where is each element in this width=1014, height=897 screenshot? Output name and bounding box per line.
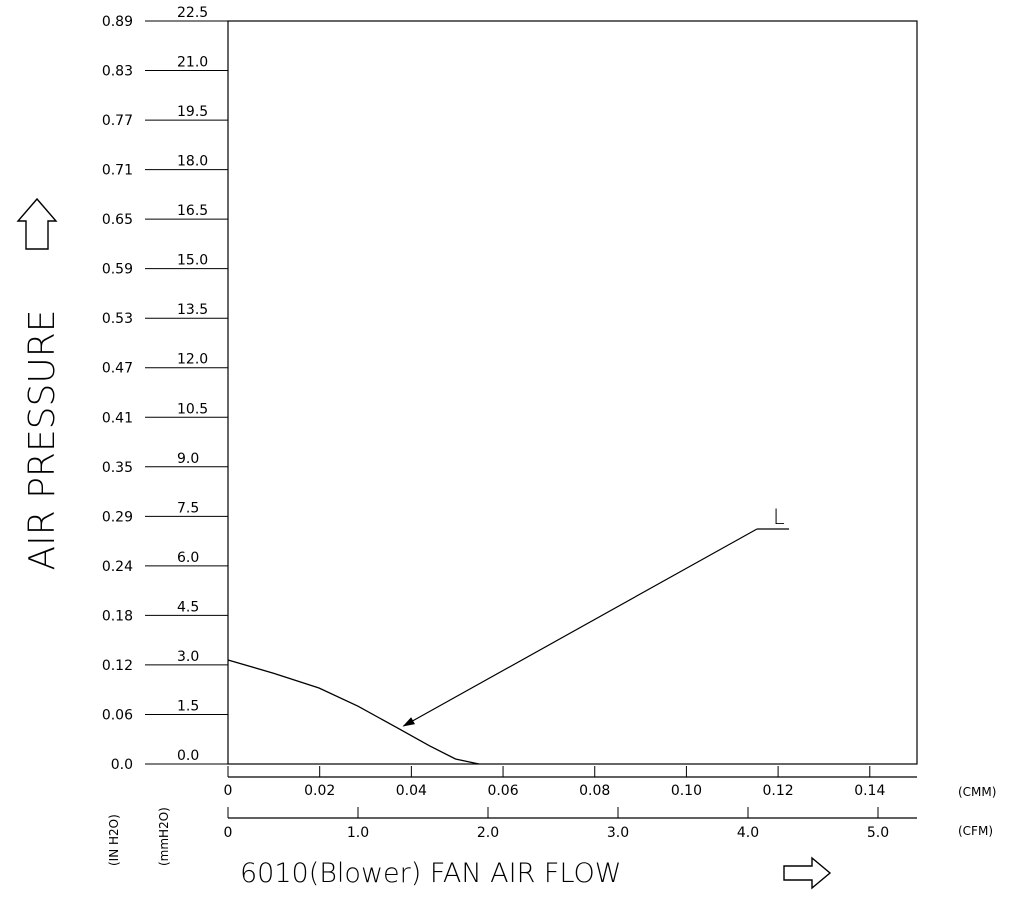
annotation-label: L xyxy=(773,505,785,529)
plot-frame xyxy=(227,20,918,765)
y-tick-label-mmh2o: 22.5 xyxy=(177,5,208,21)
y-tick-label-mmh2o: 13.5 xyxy=(177,302,208,318)
y-tick-label-mmh2o: 6.0 xyxy=(177,550,199,566)
y-tick-label-mmh2o: 0.0 xyxy=(177,748,199,764)
y-tick-label-mmh2o: 1.5 xyxy=(177,698,199,714)
y-tick-label-mmh2o: 19.5 xyxy=(177,104,208,120)
x-cmm-tick-label: 0.12 xyxy=(763,783,794,799)
annotation-leader-line xyxy=(402,528,758,727)
x-cfm-tick-label: 3.0 xyxy=(607,825,629,841)
x-axis-cfm: 0 1.0 2.0 3.0 4.0 5.0 xyxy=(224,807,917,841)
y-tick-label-inh2o: 0.18 xyxy=(102,608,133,624)
y-unit-inh2o: (IN H2O) xyxy=(107,814,121,866)
series-curve-L xyxy=(227,659,480,765)
arrow-right-icon xyxy=(783,856,832,890)
y-tick-label-inh2o: 0.53 xyxy=(102,311,133,327)
x-axis-cmm: 0 0.02 0.04 0.06 0.08 0.10 0.12 0.14 xyxy=(224,766,917,799)
arrow-up-icon xyxy=(16,197,58,250)
y-tick-label-inh2o: 0.24 xyxy=(102,559,133,575)
y-tick-label-mmh2o: 10.5 xyxy=(177,401,208,417)
y-tick-label-inh2o: 0.89 xyxy=(102,14,133,30)
y-tick-label-inh2o: 0.35 xyxy=(102,460,133,476)
x-cmm-tick-label: 0.02 xyxy=(304,783,335,799)
x-cmm-tick-label: 0.10 xyxy=(671,783,702,799)
y-axis-inh2o: 0.0 0.06 0.12 0.18 0.24 0.29 0.35 0.41 0.47 0.53 0… xyxy=(102,14,133,773)
y-tick-label-mmh2o: 12.0 xyxy=(177,352,208,368)
x-cmm-tick-label: 0.08 xyxy=(579,783,610,799)
y-tick-label-inh2o: 0.83 xyxy=(102,64,133,80)
y-tick-label-mmh2o: 9.0 xyxy=(177,451,199,467)
x-cmm-tick-label: 0.04 xyxy=(396,783,427,799)
y-tick-label-inh2o: 0.47 xyxy=(102,361,133,377)
y-tick-label-mmh2o: 4.5 xyxy=(177,599,199,615)
x-cfm-tick-label: 5.0 xyxy=(867,825,889,841)
y-tick-label-inh2o: 0.65 xyxy=(102,212,133,228)
y-tick-label-inh2o: 0.77 xyxy=(102,113,133,129)
x-cmm-tick-label: 0 xyxy=(224,783,233,799)
y-tick-label-mmh2o: 7.5 xyxy=(177,500,199,516)
x-unit-cmm: (CMM) xyxy=(958,785,996,799)
x-unit-cfm: (CFM) xyxy=(958,824,993,838)
y-tick-label-inh2o: 0.12 xyxy=(102,658,133,674)
y-tick-label-inh2o: 0.59 xyxy=(102,262,133,278)
y-axis-title: AIR PRESSURE xyxy=(22,310,63,571)
x-cmm-tick-label: 0.14 xyxy=(854,783,885,799)
y-tick-label-inh2o: 0.0 xyxy=(111,757,133,773)
x-cfm-tick-label: 0 xyxy=(224,825,233,841)
y-tick-label-inh2o: 0.71 xyxy=(102,163,133,179)
x-cfm-tick-label: 4.0 xyxy=(737,825,759,841)
x-axis-title: 6010(Blower) FAN AIR FLOW xyxy=(240,858,622,889)
y-unit-mmh2o: (mmH2O) xyxy=(157,807,171,866)
y-tick-label-mmh2o: 15.0 xyxy=(177,253,208,269)
y-tick-label-mmh2o: 18.0 xyxy=(177,154,208,170)
y-axis-mmh2o: 0.0 1.5 3.0 4.5 6.0 7.5 9.0 10.5 12.0 13.5 15.0 16.… xyxy=(145,5,228,765)
y-tick-label-inh2o: 0.06 xyxy=(102,707,133,723)
y-tick-label-inh2o: 0.41 xyxy=(102,410,133,426)
x-cmm-tick-label: 0.06 xyxy=(487,783,518,799)
y-tick-label-mmh2o: 16.5 xyxy=(177,203,208,219)
x-cfm-tick-label: 1.0 xyxy=(347,825,369,841)
y-tick-label-inh2o: 0.29 xyxy=(102,509,133,525)
x-cfm-tick-label: 2.0 xyxy=(477,825,499,841)
series-layer: L xyxy=(227,505,789,765)
y-tick-label-mmh2o: 21.0 xyxy=(177,55,208,71)
y-tick-label-mmh2o: 3.0 xyxy=(177,649,199,665)
